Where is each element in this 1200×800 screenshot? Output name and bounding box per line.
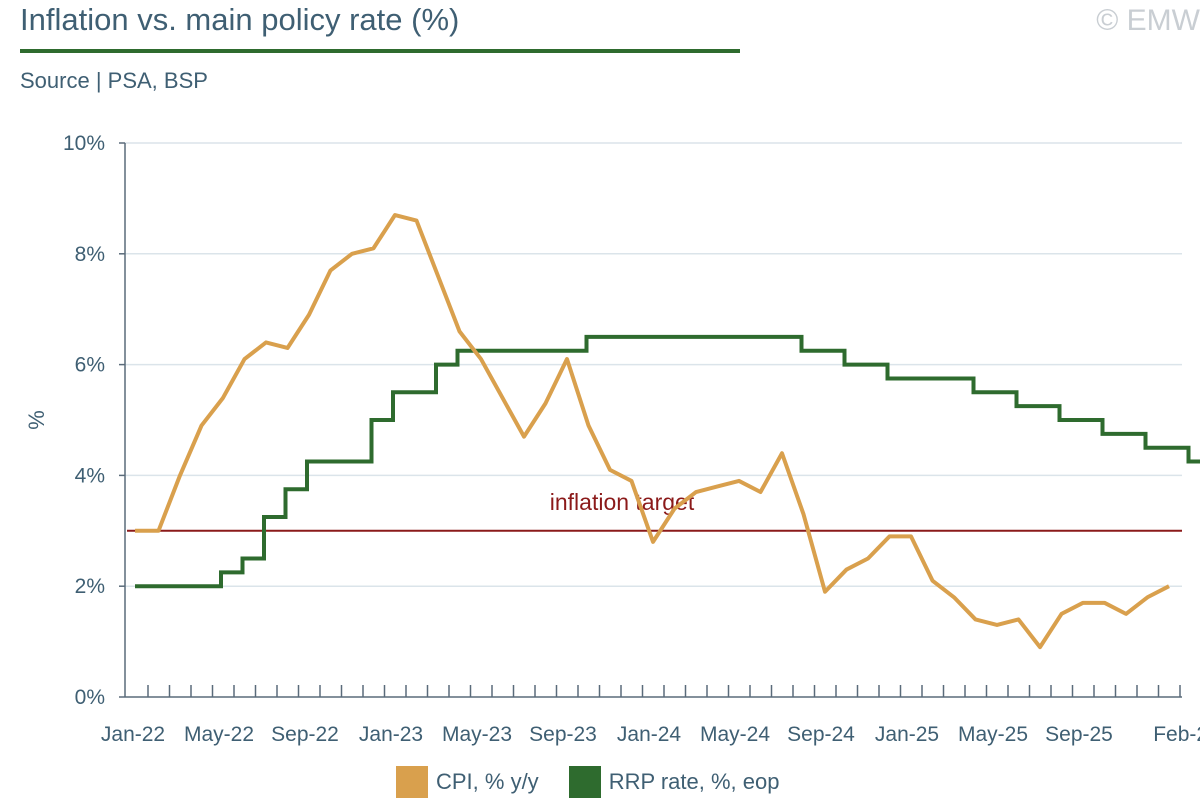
y-axis-label: % [24, 410, 49, 430]
y-tick-label: 8% [75, 243, 105, 266]
legend-label-rrp: RRP rate, %, eop [608, 769, 780, 794]
x-tick-label: Feb-26 [1153, 723, 1200, 746]
series-lines: inflation target [127, 213, 1200, 650]
chart-legend: CPI, % y/y RRP rate, %, eop [396, 766, 809, 798]
source-text: Source | PSA, BSP [20, 68, 208, 93]
legend-item-cpi: CPI, % y/y [396, 766, 539, 798]
x-tick-label: Sep-25 [1045, 723, 1113, 746]
legend-swatch-rrp [568, 766, 601, 798]
x-tick-label: Jan-23 [359, 723, 423, 746]
chart-plot: 0% 2% 4% 6% 8% 10% Jan-22 May-22 Sep-22 Jan-23 May… [24, 132, 1200, 746]
inflation-target-label: inflation target [550, 489, 695, 515]
axes: 0% 2% 4% 6% 8% 10% Jan-22 May-22 Sep-22 Jan-23 May… [63, 132, 1200, 746]
x-tick-label: May-24 [700, 723, 770, 746]
grid-lines [125, 142, 1182, 587]
x-tick-label: Sep-23 [529, 723, 597, 746]
y-tick-label: 6% [75, 354, 105, 377]
x-tick-label: May-22 [184, 723, 254, 746]
legend-swatch-cpi [396, 766, 428, 798]
y-tick-label: 4% [75, 464, 105, 487]
x-tick-label: Jan-24 [617, 723, 682, 746]
x-tick-label: Sep-24 [787, 723, 855, 746]
x-tick-label: Sep-22 [271, 723, 339, 746]
y-tick-label: 0% [75, 686, 105, 709]
x-tick-label: Jan-25 [875, 723, 939, 746]
legend-item-rrp: RRP rate, %, eop [568, 766, 780, 798]
title-underline [20, 49, 740, 53]
chart-title: Inflation vs. main policy rate (%) [20, 2, 460, 37]
copyright-text: © EMW [1096, 4, 1200, 37]
y-tick-label: 10% [63, 132, 105, 155]
legend-label-cpi: CPI, % y/y [436, 769, 539, 794]
rrp-rate-line [135, 334, 1200, 589]
cpi-line [135, 213, 1170, 650]
y-tick-label: 2% [75, 575, 105, 598]
x-tick-label: Jan-22 [101, 723, 165, 746]
x-tick-label: May-25 [958, 723, 1028, 746]
x-tick-label: May-23 [442, 723, 512, 746]
